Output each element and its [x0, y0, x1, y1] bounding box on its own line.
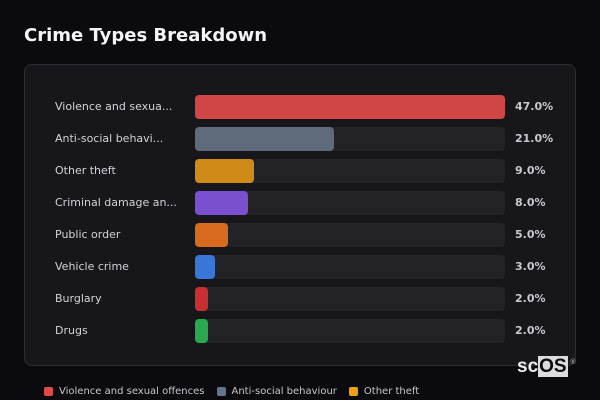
- watermark-logo: scOS ®: [517, 356, 576, 378]
- bar-label: Burglary: [55, 292, 102, 305]
- chart-title: Crime Types Breakdown: [24, 25, 268, 46]
- bar-value: 2.0%: [515, 324, 546, 337]
- legend-label: Violence and sexual offences: [59, 386, 205, 397]
- bar-value: 8.0%: [515, 196, 546, 209]
- registered-mark: ®: [570, 359, 576, 366]
- bar-row: Public order 5.0%: [25, 223, 575, 247]
- legend-label: Other theft: [363, 386, 420, 397]
- bar-row: Violence and sexua... 47.0%: [25, 95, 575, 119]
- bar-label: Other theft: [55, 164, 116, 177]
- bar-fill[interactable]: [195, 287, 209, 311]
- logo-boxed: OS: [538, 356, 568, 377]
- bar-row: Criminal damage an... 8.0%: [25, 191, 575, 215]
- bar-value: 21.0%: [515, 132, 554, 145]
- legend-label: Anti-social behaviour: [231, 386, 337, 397]
- bar-fill[interactable]: [195, 159, 255, 183]
- legend-item[interactable]: Anti-social behaviour: [216, 386, 337, 397]
- bar-track: [195, 319, 505, 343]
- bar-track: [195, 255, 505, 279]
- bar-row: Drugs 2.0%: [25, 319, 575, 343]
- bar-value: 47.0%: [515, 100, 554, 113]
- legend-swatch-icon: [348, 387, 358, 396]
- legend-item[interactable]: Other theft: [348, 386, 420, 397]
- bar-fill[interactable]: [195, 223, 228, 247]
- bar-fill[interactable]: [195, 255, 215, 279]
- bar-track: [195, 223, 505, 247]
- bar-fill[interactable]: [195, 127, 334, 151]
- bar-label: Public order: [55, 228, 121, 241]
- bar-track: [195, 191, 505, 215]
- bar-track: [195, 159, 505, 183]
- chart-card: Violence and sexua... 47.0% Anti-social be…: [24, 64, 576, 366]
- bar-row: Anti-social behavi... 21.0%: [25, 127, 575, 151]
- bar-label: Violence and sexua...: [55, 100, 173, 113]
- bar-value: 9.0%: [515, 164, 546, 177]
- bar-value: 2.0%: [515, 292, 546, 305]
- bar-row: Burglary 2.0%: [25, 287, 575, 311]
- bar-track: [195, 95, 505, 119]
- bar-value: 5.0%: [515, 228, 546, 241]
- bar-fill[interactable]: [195, 95, 505, 119]
- bar-track: [195, 287, 505, 311]
- bar-label: Vehicle crime: [55, 260, 129, 273]
- logo-prefix: sc: [517, 356, 539, 377]
- bar-row: Vehicle crime 3.0%: [25, 255, 575, 279]
- legend-swatch-icon: [216, 387, 226, 396]
- bar-row: Other theft 9.0%: [25, 159, 575, 183]
- bar-label: Criminal damage an...: [55, 196, 177, 209]
- legend-swatch-icon: [44, 387, 53, 396]
- bar-label: Drugs: [55, 324, 88, 337]
- legend-item[interactable]: Violence and sexual offences: [44, 386, 205, 397]
- bar-fill[interactable]: [195, 191, 248, 215]
- bar-value: 3.0%: [515, 260, 546, 273]
- bar-fill[interactable]: [195, 319, 209, 343]
- bar-track: [195, 127, 505, 151]
- bar-label: Anti-social behavi...: [55, 132, 164, 145]
- legend: Violence and sexual offences Anti-social …: [44, 386, 419, 397]
